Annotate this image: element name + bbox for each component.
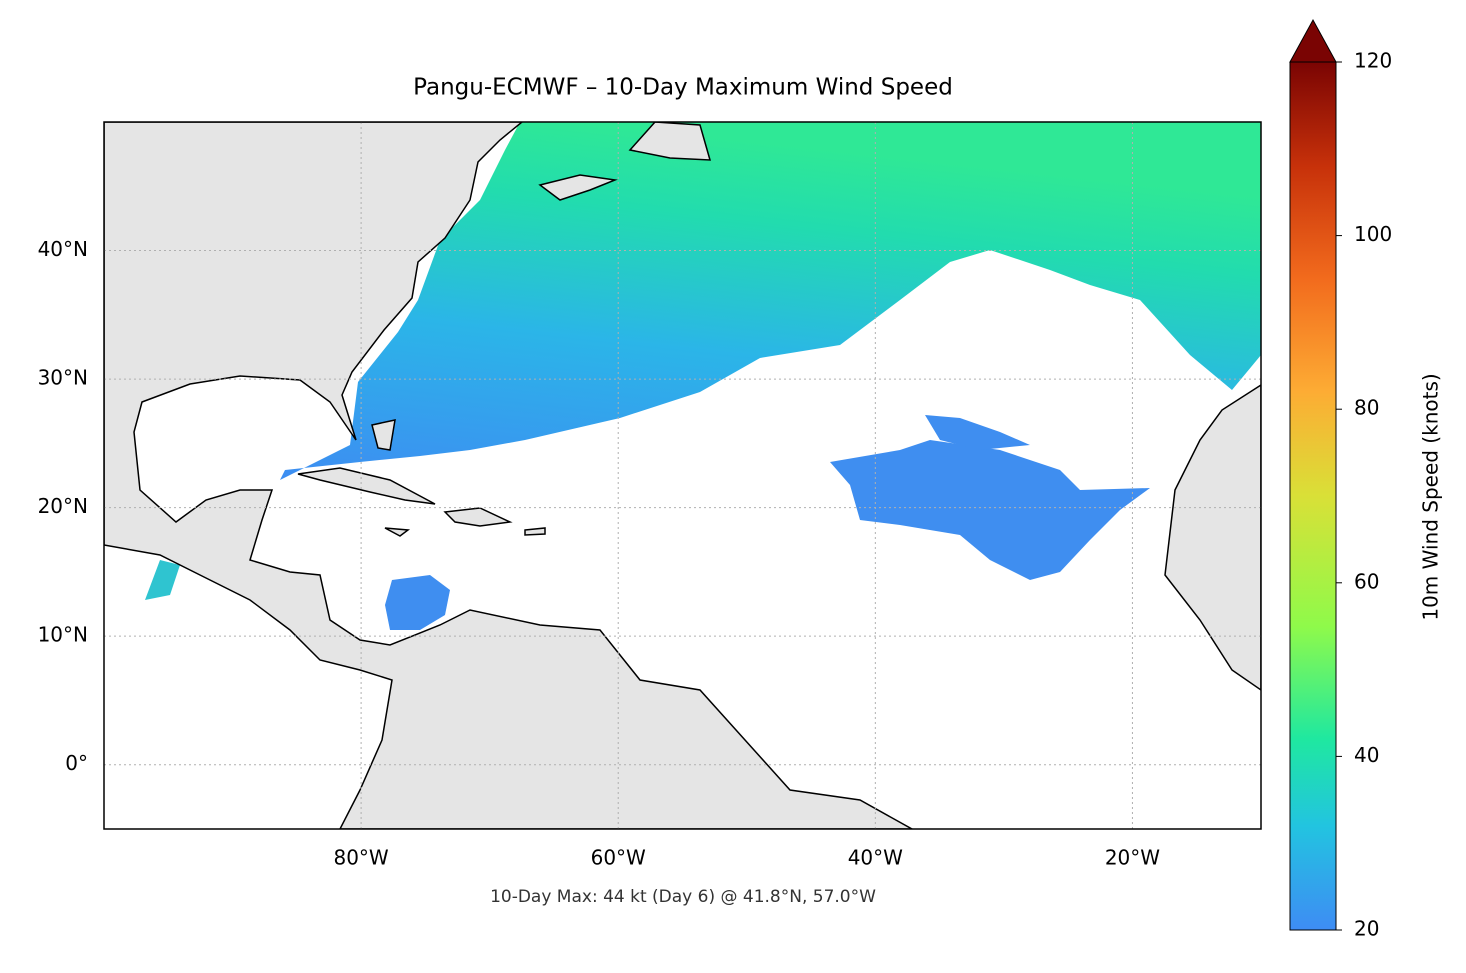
colorbar-tick-label: 60 [1354, 569, 1379, 593]
x-tick-label: 60°W [591, 846, 646, 870]
colorbar-extend [1289, 18, 1337, 63]
y-tick-label: 20°N [38, 494, 88, 518]
y-tick-label: 0° [65, 751, 88, 775]
map-frame [103, 121, 1262, 830]
x-tick-label: 40°W [848, 846, 903, 870]
colorbar-tick-label: 80 [1354, 396, 1379, 420]
colorbar: 10m Wind Speed (knots) [1289, 18, 1443, 931]
wind-field [145, 122, 1261, 630]
y-tick-label: 10°N [38, 623, 88, 647]
colorbar-tick-label: 20 [1354, 917, 1379, 941]
colorbar-scale [1289, 61, 1337, 931]
chart-title: Pangu-ECMWF – 10-Day Maximum Wind Speed [413, 75, 953, 101]
x-tick-label: 80°W [333, 846, 388, 870]
x-tick-label: 20°W [1105, 846, 1160, 870]
annotation: 10-Day Max: 44 kt (Day 6) @ 41.8°N, 57.0… [490, 887, 876, 907]
y-tick-label: 40°N [38, 237, 88, 261]
colorbar-tick-label: 100 [1354, 222, 1392, 246]
y-tick-label: 30°N [38, 366, 88, 390]
colorbar-label: 10m Wind Speed (knots) [1419, 373, 1443, 620]
map [104, 122, 1261, 829]
colorbar-tick-label: 120 [1354, 49, 1392, 73]
land [104, 122, 1261, 829]
colorbar-tick-label: 40 [1354, 743, 1379, 767]
